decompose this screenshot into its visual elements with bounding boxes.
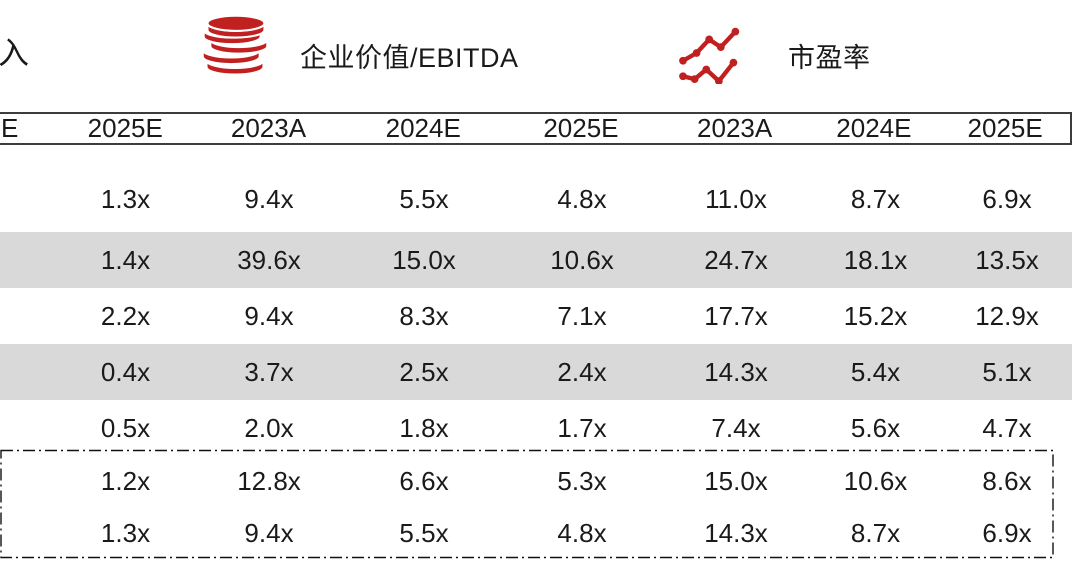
table-cell: 6.6x: [399, 465, 449, 496]
header-cell: 2025E: [543, 113, 619, 143]
table-cell: 8.7x: [850, 517, 901, 548]
table-cell: 14.3x: [704, 517, 768, 548]
table-cell: 11.0x: [705, 184, 767, 214]
table-row-striped: 0.4x 3.7x 2.5x 2.4x 14.3x 5.4x 5.1x: [0, 344, 1072, 400]
table-row-boxed: 1.2x 12.8x 6.6x 5.3x 15.0x 10.6x 8.6x: [0, 456, 1072, 506]
table-cell: 15.2x: [843, 300, 908, 331]
header-cell: 2024E: [836, 113, 912, 143]
table-cell: 24.7x: [704, 244, 768, 275]
table-cell: 1.4x: [100, 244, 151, 275]
table-row: 2.2x 9.4x 8.3x 7.1x 17.7x 15.2x 12.9x: [0, 288, 1072, 344]
table-cell: 15.0x: [392, 244, 456, 275]
valuation-table: E 2025E 2023A 2024E 2025E 2023A 2024E 20…: [0, 112, 1072, 560]
table-cell: 1.3x: [100, 517, 151, 548]
table-cell: 1.2x: [100, 465, 151, 496]
table-cell: 7.4x: [711, 412, 761, 443]
table-cell: 2.5x: [399, 356, 449, 387]
table-cell: 4.8x: [557, 517, 607, 548]
table-header-row: E 2025E 2023A 2024E 2025E 2023A 2024E 20…: [0, 112, 1072, 145]
table-cell: 0.4x: [100, 356, 151, 387]
header-cell: 2023A: [230, 113, 307, 143]
header-cell: 2025E: [87, 113, 163, 143]
table-cell: 1.8x: [399, 412, 449, 443]
table-row-striped: 1.4x 39.6x 15.0x 10.6x 24.7x 18.1x 13.5x: [0, 232, 1072, 288]
table-cell: 0.5x: [100, 412, 151, 443]
table-cell: 10.6x: [843, 465, 908, 496]
table-cell: 6.9x: [982, 517, 1032, 548]
table-cell: 39.6x: [237, 244, 301, 275]
table-cell: 15.0x: [704, 465, 768, 496]
table-cell: 2.0x: [244, 412, 294, 443]
table-cell: 9.4x: [244, 517, 294, 548]
table-cell: 8.3x: [399, 300, 449, 331]
table-cell: 10.6x: [550, 244, 614, 275]
table-cell: 2.2x: [100, 300, 151, 331]
table-cell: 4.8x: [557, 184, 607, 214]
table-cell: 1.3x: [100, 184, 151, 214]
table-cell: 4.7x: [982, 412, 1032, 443]
table-cell: 17.7x: [704, 300, 768, 331]
table-cell: 5.5x: [399, 184, 449, 214]
table-cell: 2.4x: [557, 356, 607, 387]
table-cell: 12.8x: [237, 465, 301, 496]
table-cell: 3.7x: [244, 356, 294, 387]
table-cell: 5.5x: [399, 517, 449, 548]
table-row: 0.5x 2.0x 1.8x 1.7x 7.4x 5.6x 4.7x: [0, 400, 1072, 456]
header-cell: 2023A: [697, 113, 773, 143]
ev-ebitda-legend-label: 企业价值/EBITDA: [300, 43, 519, 73]
header-cell: 2025E: [967, 113, 1043, 143]
table-cell: 9.4x: [244, 184, 294, 214]
table-cell: 12.9x: [975, 300, 1039, 331]
table-row-boxed: 1.3x 9.4x 5.5x 4.8x 14.3x 8.7x 6.9x: [0, 506, 1072, 560]
table-cell: 14.3x: [704, 356, 768, 387]
line-chart-icon: [679, 27, 740, 84]
table-cell: 9.4x: [244, 300, 294, 331]
table-cell: 13.5x: [975, 244, 1039, 275]
table-cell: 7.1x: [557, 300, 607, 331]
pe-legend-label: 市盈率: [788, 43, 871, 73]
table-cell: 8.6x: [982, 465, 1032, 496]
table-cell: 6.9x: [982, 184, 1032, 214]
table-cell: 8.7x: [850, 184, 901, 214]
table-cell: 1.7x: [557, 412, 607, 443]
header-cell: 2024E: [385, 113, 461, 143]
table-cell: 5.1x: [982, 356, 1032, 387]
coin-stack-icon: [201, 14, 269, 76]
header-cell-partial: E: [1, 113, 19, 143]
table-cell: 5.6x: [850, 412, 901, 443]
table-cell: 18.1x: [843, 244, 908, 275]
cropped-metric-label: 入: [0, 36, 29, 71]
table-row: 1.3x 9.4x 5.5x 4.8x 11.0x 8.7x 6.9x: [0, 145, 1072, 232]
table-cell: 5.4x: [850, 356, 901, 387]
table-cell: 5.3x: [557, 465, 607, 496]
